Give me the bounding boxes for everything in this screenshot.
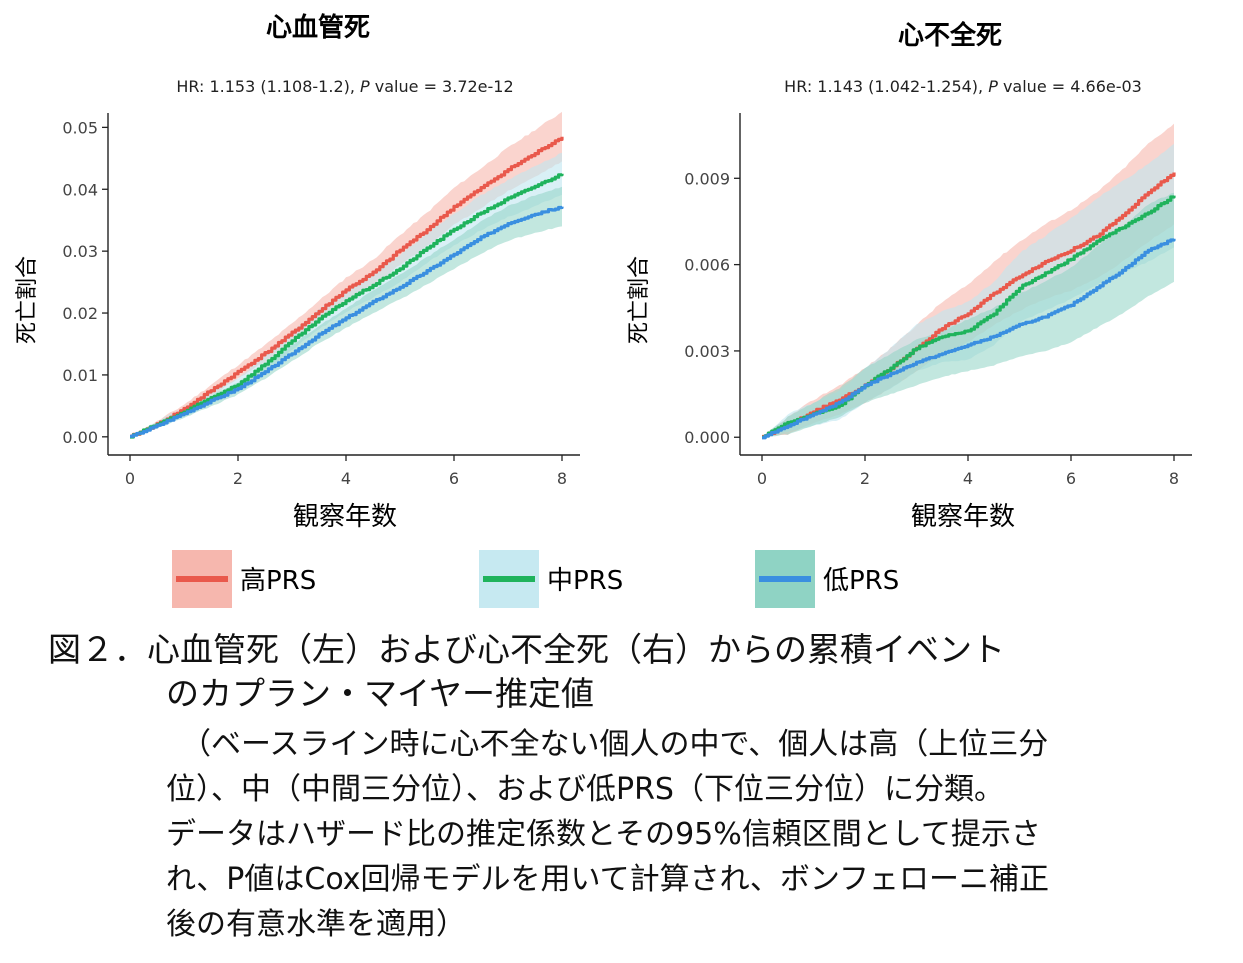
y-tick-label: 0.009 <box>684 169 730 188</box>
series-line-low <box>762 238 1176 440</box>
y-tick-label: 0.00 <box>62 428 98 447</box>
legend-label: 高PRS <box>240 566 316 596</box>
caption-title: 図２．心血管死（左）および心不全死（右）からの累積イベント <box>48 630 1005 669</box>
chart-subtitle: HR: 1.143 (1.042-1.254), P value = 4.66e… <box>784 77 1142 96</box>
legend-label: 低PRS <box>823 566 899 596</box>
x-tick-label: 8 <box>1169 469 1179 488</box>
y-tick-label: 0.000 <box>684 428 730 447</box>
caption-body-line: れ、P値はCox回帰モデルを用いて計算され、ボンフェローニ補正 <box>166 862 1050 897</box>
caption-body-line: データはハザード比の推定係数とその95%信頼区間として提示さ <box>166 817 1041 852</box>
y-tick-label: 0.02 <box>62 304 98 323</box>
x-tick-label: 0 <box>125 469 135 488</box>
ci-band-low <box>130 186 562 438</box>
caption-body-line: 後の有意水準を適用） <box>166 907 466 942</box>
x-tick-label: 6 <box>449 469 459 488</box>
series-line-low <box>130 205 564 438</box>
cardiovascular-death-chart: 心血管死 HR: 1.153 (1.108-1.2), P value = 3.… <box>15 13 580 532</box>
x-tick-label: 2 <box>233 469 243 488</box>
caption-body: （ベースライン時に心不全ない個人の中で、個人は高（上位三分 位）、中（中間三分位… <box>166 722 1226 947</box>
legend-item-high: 高PRS <box>172 550 316 608</box>
y-tick-label: 0.003 <box>684 342 730 361</box>
chart-title: 心不全死 <box>898 20 1002 51</box>
x-tick-label: 8 <box>557 469 567 488</box>
x-tick-label: 4 <box>963 469 973 488</box>
ci-band-low <box>762 192 1174 438</box>
y-tick-label: 0.006 <box>684 256 730 275</box>
series-lines <box>130 136 564 439</box>
series-line-mid <box>762 195 1176 439</box>
chart-title: 心血管死 <box>266 13 370 43</box>
ci-bands <box>130 111 562 438</box>
axes: 0.00 0.01 0.02 0.03 0.04 0.05 0 2 4 6 8 <box>62 113 580 488</box>
series-lines <box>762 172 1176 440</box>
caption-body-line: （ベースライン時に心不全ない個人の中で、個人は高（上位三分 <box>166 727 1049 762</box>
y-tick-label: 0.01 <box>62 366 98 385</box>
x-axis-label: 観察年数 <box>293 502 397 532</box>
y-tick-label: 0.05 <box>62 118 98 137</box>
y-axis-label: 死亡割合 <box>627 256 652 344</box>
x-tick-label: 4 <box>341 469 351 488</box>
ci-band-mid <box>130 152 562 438</box>
x-tick-label: 0 <box>757 469 767 488</box>
y-tick-label: 0.04 <box>62 180 98 199</box>
y-tick-label: 0.03 <box>62 242 98 261</box>
ci-band-high <box>130 111 562 438</box>
legend-label: 中PRS <box>547 566 623 596</box>
y-axis-label: 死亡割合 <box>15 256 40 344</box>
x-axis-label: 観察年数 <box>911 502 1015 532</box>
x-tick-label: 2 <box>860 469 870 488</box>
axes: 0.000 0.003 0.006 0.009 0 2 4 6 8 <box>684 113 1192 488</box>
x-tick-label: 6 <box>1066 469 1076 488</box>
ci-bands <box>762 123 1174 438</box>
heart-failure-death-chart: 心不全死 HR: 1.143 (1.042-1.254), P value = … <box>627 20 1192 532</box>
caption-body-line: 位）、中（中間三分位）、および低PRS（下位三分位）に分類。 <box>166 772 1004 807</box>
series-line-high <box>130 136 564 438</box>
legend: 高PRS 中PRS 低PRS <box>172 550 899 608</box>
series-line-high <box>762 172 1176 439</box>
legend-item-low: 低PRS <box>755 550 899 608</box>
caption-title-continued: のカプラン・マイヤー推定値 <box>166 674 595 713</box>
chart-subtitle: HR: 1.153 (1.108-1.2), P value = 3.72e-1… <box>176 77 513 96</box>
legend-item-mid: 中PRS <box>479 550 623 608</box>
